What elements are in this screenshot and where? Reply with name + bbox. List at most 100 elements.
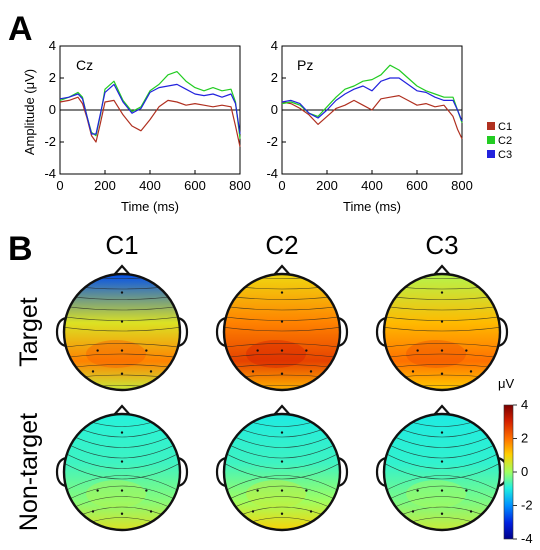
condition-label-c3: C3 [425,230,458,260]
condition-label-c1: C1 [105,230,138,260]
contour-line [64,326,180,332]
colorbar: μV 4 2 0 -2 -4 [498,376,533,546]
head-right-ear [497,316,509,348]
topo-field [64,414,180,530]
erp-plot-pz: 0 200 400 600 800 -4 -2 0 2 4 Pz Time (ms) [266,38,472,214]
electrode-dot [280,489,284,492]
electrode-dot [251,370,255,373]
x-tick-label: 800 [451,178,473,193]
colorbar-ticks: 4 2 0 -2 -4 [513,397,533,546]
colorbar-gradient [503,404,514,540]
topo-map-non-target-c2 [215,404,349,532]
topo-focus [406,480,466,508]
electrode-dot [96,489,99,492]
head-right-ear [177,316,189,348]
topo-map-non-target-c3 [375,404,509,532]
colorbar-tick-label: 0 [521,464,528,479]
y-tick-label: -4 [44,166,56,181]
electrode-dot [120,291,124,294]
y-tick-label: -4 [266,166,278,181]
electrode-dot [280,512,284,515]
contour-line [64,451,180,469]
head-outline [382,272,502,392]
contour-line [64,475,180,493]
panel-a-letter: A [8,10,33,48]
head-right-ear [177,456,189,488]
channel-label-cz: Cz [76,57,93,73]
x-tick-label: 0 [56,178,63,193]
head-right-ear [337,456,349,488]
contour-line [64,485,180,504]
electrode-dot [145,349,148,352]
electrode-dot [440,460,444,463]
x-tick-label: 800 [229,178,251,193]
ticks-pz: 0 200 400 600 800 -4 -2 0 2 4 [266,38,472,193]
electrode-dot [305,349,308,352]
electrode-dot [440,291,444,294]
x-tick-label: 200 [316,178,338,193]
head-right-ear [337,316,349,348]
x-tick-label: 0 [278,178,285,193]
contour-line [64,343,180,348]
electrode-dot [440,512,444,515]
colorbar-unit: μV [498,376,514,391]
contour-line [224,305,340,311]
x-axis-title-pz: Time (ms) [343,199,401,214]
head-left-ear [215,456,227,488]
contour-line [64,353,180,359]
erp-plot-cz: 0 200 400 600 800 -4 -2 0 2 4 Cz Time (ms) Amplit… [22,38,251,214]
contour-line [64,461,180,480]
colorbar-tick-label: -2 [521,498,533,513]
contour-line [384,475,500,493]
electrode-dot [256,349,259,352]
contour-line [384,326,500,332]
contour-line [64,305,180,311]
x-axis-title-cz: Time (ms) [121,199,179,214]
contour-line [384,461,500,480]
series-line-pz-c2 [281,64,463,123]
channel-label-pz: Pz [297,57,313,73]
topo-field [224,414,340,530]
legend-label-c2: C2 [498,135,512,147]
contour-line [224,440,340,459]
electrode-dot [96,349,99,352]
electrode-dot [440,489,444,492]
head-outline [62,412,182,532]
electrode-dot [149,370,153,373]
electrode-dot [465,489,468,492]
electrode-dot [280,291,284,294]
y-tick-label: -2 [266,134,278,149]
legend-swatch-c1 [487,122,495,130]
series-lines-cz [59,70,241,147]
contour-line [224,485,340,504]
x-tick-label: 600 [184,178,206,193]
topo-map-target-c1 [55,264,189,392]
electrode-dot [469,370,473,373]
x-tick-label: 400 [139,178,161,193]
legend-label-c1: C1 [498,121,512,133]
electrode-dot [91,370,95,373]
electrode-dot [149,510,153,513]
electrode-dot [469,510,473,513]
electrode-dot [120,489,124,492]
legend-label-c3: C3 [498,149,512,161]
row-label-target: Target [15,297,43,367]
electrode-dot [280,349,284,352]
electrode-dot [440,431,444,434]
head-nose [433,404,451,416]
topo-map-target-c3 [375,264,509,392]
contour-line [224,451,340,469]
row-label-non-target: Non-target [15,413,43,531]
electrode-dot [440,320,444,323]
contour-line [64,440,180,459]
topo-field [384,414,500,530]
electrode-dot [120,320,124,323]
x-tick-label: 200 [94,178,116,193]
electrode-dot [256,489,259,492]
electrode-dot [309,370,313,373]
head-left-ear [375,316,387,348]
contour-line [384,440,500,459]
colorbar-tick-label: 4 [521,397,528,412]
contour-line [224,343,340,348]
y-tick-label: 2 [49,70,56,85]
